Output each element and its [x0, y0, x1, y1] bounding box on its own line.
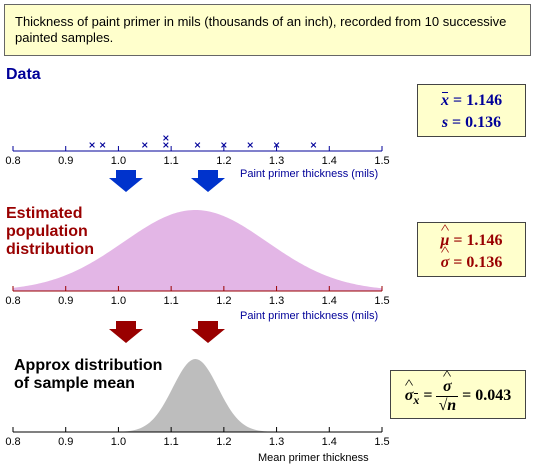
- se-value: 0.043: [475, 387, 512, 405]
- data-tick-label: 0.8: [5, 155, 20, 167]
- description-text: Thickness of paint primer in mils (thous…: [15, 14, 507, 45]
- population-curve: [13, 210, 382, 291]
- data-tick-label: 1.5: [374, 155, 389, 167]
- sample-mean-curve: [13, 359, 382, 432]
- se-formula: σx = σ √n = 0.043: [391, 378, 525, 415]
- sample-point: [310, 142, 317, 148]
- down-arrow-red-left: [109, 321, 143, 343]
- sample-mean-tick-label: 1.2: [216, 436, 231, 448]
- sample-mean-stats-box: σx = σ √n = 0.043: [390, 370, 526, 419]
- data-axis: 0.8 0.9 1.0 1.1 1.2 1.3 1.4 1.5: [5, 146, 390, 167]
- population-tick-label: 1.3: [269, 295, 284, 307]
- data-tick-label: 1.3: [269, 155, 284, 167]
- mu-row: μ = 1.146: [418, 232, 525, 250]
- xbar-row: x = 1.146: [440, 92, 503, 109]
- down-arrow-red-right: [191, 321, 225, 343]
- sample-point: [141, 142, 148, 148]
- s-value: 0.136: [465, 114, 502, 131]
- sample-dots: [89, 135, 317, 148]
- sample-point: [221, 142, 227, 148]
- population-heading-line-2: population: [6, 223, 88, 240]
- sample-mean-tick-label: 1.0: [111, 436, 126, 448]
- population-tick-label: 1.0: [111, 295, 126, 307]
- sample-mean-heading-line-1: Approx distribution: [14, 357, 163, 374]
- mu-hat-symbol: μ: [440, 232, 449, 250]
- data-heading: Data: [6, 66, 41, 83]
- data-tick-label: 0.9: [58, 155, 73, 167]
- population-tick-label: 1.4: [322, 295, 337, 307]
- xbar-symbol: x: [440, 92, 449, 109]
- population-stats-box: μ = 1.146 σ = 0.136: [417, 222, 526, 277]
- sample-mean-tick-label: 1.1: [163, 436, 178, 448]
- sample-mean-tick-label: 0.9: [58, 436, 73, 448]
- s-symbol: s: [441, 114, 449, 131]
- sample-point: [194, 142, 201, 148]
- sample-point: [99, 142, 106, 148]
- se-denominator: √n: [438, 397, 457, 414]
- population-axis-title: Paint primer thickness (mils): [240, 310, 379, 322]
- se-lhs-symbol: σ: [405, 387, 414, 405]
- sigma-row: σ = 0.136: [418, 254, 525, 272]
- sample-point: [89, 142, 95, 148]
- population-tick-label: 1.5: [374, 295, 389, 307]
- sample-mean-heading: Approx distribution of sample mean: [14, 357, 162, 393]
- sample-point: [247, 142, 254, 148]
- se-numerator-symbol: σ: [443, 378, 452, 396]
- down-arrow-blue-right: [191, 170, 225, 192]
- population-heading-line-3: distribution: [6, 241, 94, 258]
- sample-mean-axis-title: Mean primer thickness: [258, 452, 369, 464]
- data-axis-title: Paint primer thickness (mils): [240, 168, 379, 180]
- mu-value: 1.146: [466, 232, 503, 249]
- sample-mean-heading-line-2: of sample mean: [14, 375, 135, 392]
- data-stats-box: x = 1.146 s = 0.136: [417, 84, 526, 137]
- population-tick-label: 1.2: [216, 295, 231, 307]
- population-axis: 0.8 0.9 1.0 1.1 1.2 1.3 1.4 1.5: [5, 286, 390, 307]
- data-tick-label: 1.4: [322, 155, 337, 167]
- population-heading: Estimated population distribution: [6, 205, 94, 259]
- sigma-value: 0.136: [466, 254, 503, 271]
- sample-mean-tick-label: 1.5: [374, 436, 389, 448]
- description-box: Thickness of paint primer in mils (thous…: [4, 4, 531, 56]
- sigma-hat-symbol: σ: [441, 254, 450, 272]
- data-tick-label: 1.0: [111, 155, 126, 167]
- se-lhs-subscript: x: [413, 393, 420, 408]
- population-tick-label: 0.9: [58, 295, 73, 307]
- se-fraction: σ √n: [436, 378, 459, 415]
- data-tick-label: 1.2: [216, 155, 231, 167]
- sample-point: [273, 142, 280, 148]
- xbar-value: 1.146: [466, 92, 503, 109]
- population-tick-label: 1.1: [163, 295, 178, 307]
- population-tick-label: 0.8: [5, 295, 20, 307]
- sample-point: [163, 135, 169, 141]
- sample-mean-tick-label: 0.8: [5, 436, 20, 448]
- down-arrow-blue-left: [109, 170, 143, 192]
- data-tick-label: 1.1: [163, 155, 178, 167]
- sample-mean-axis: 0.8 0.9 1.0 1.1 1.2 1.3 1.4 1.5: [5, 427, 390, 448]
- sample-point: [163, 142, 169, 148]
- sample-mean-tick-label: 1.3: [269, 436, 284, 448]
- population-heading-line-1: Estimated: [6, 205, 83, 222]
- s-row: s = 0.136: [441, 114, 502, 131]
- sample-mean-tick-label: 1.4: [322, 436, 337, 448]
